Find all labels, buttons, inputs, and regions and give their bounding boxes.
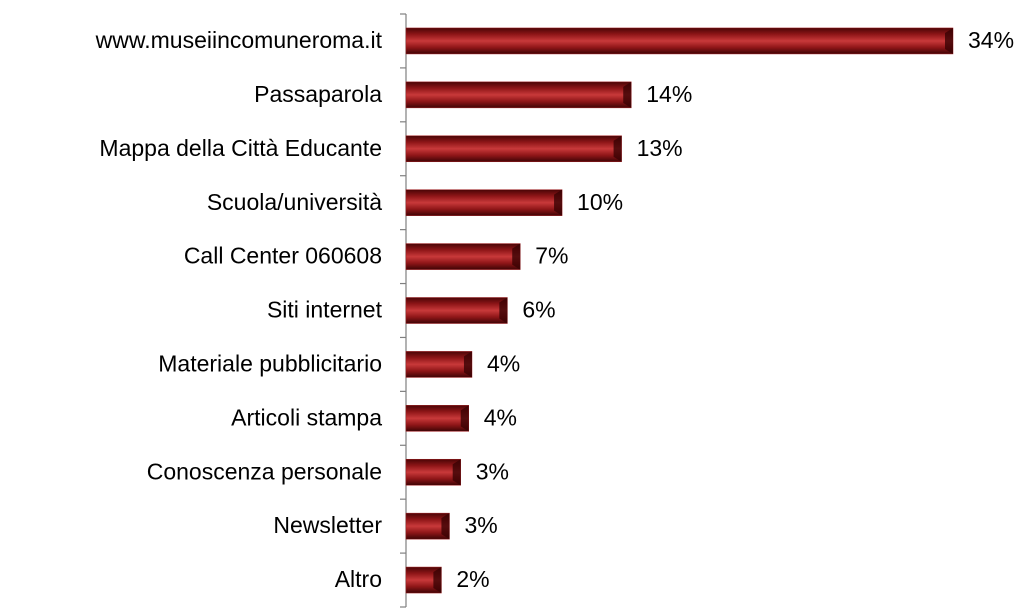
bar-bevel bbox=[623, 81, 632, 108]
data-label: 2% bbox=[456, 566, 489, 592]
category-label: Scuola/università bbox=[207, 189, 382, 215]
category-label: Mappa della Città Educante bbox=[99, 135, 382, 161]
data-label: 14% bbox=[646, 81, 692, 107]
category-label: www.museiincomuneroma.it bbox=[95, 27, 383, 53]
bar-bevel bbox=[433, 567, 442, 594]
bar-bevel bbox=[463, 351, 472, 378]
bar-bevel bbox=[441, 513, 450, 540]
category-label: Call Center 060608 bbox=[184, 243, 382, 269]
bar bbox=[405, 81, 632, 109]
bar bbox=[405, 135, 622, 163]
category-label: Passaparola bbox=[254, 81, 382, 107]
data-label: 3% bbox=[464, 512, 497, 538]
category-label: Materiale pubblicitario bbox=[158, 350, 382, 376]
bar-bevel bbox=[554, 189, 563, 216]
category-label: Conoscenza personale bbox=[147, 458, 382, 484]
bar-bevel bbox=[945, 27, 953, 54]
bar bbox=[405, 243, 521, 270]
bar-bevel bbox=[512, 243, 521, 270]
bar-bevel bbox=[460, 405, 469, 432]
data-label: 4% bbox=[487, 350, 520, 376]
bar bbox=[405, 458, 461, 486]
bar bbox=[405, 351, 473, 378]
category-label: Articoli stampa bbox=[231, 404, 382, 430]
data-label: 34% bbox=[968, 27, 1014, 53]
data-label: 10% bbox=[577, 189, 623, 215]
data-label: 4% bbox=[484, 404, 517, 430]
bar-bevel bbox=[452, 459, 461, 486]
data-label: 6% bbox=[522, 297, 555, 323]
data-label: 3% bbox=[476, 458, 509, 484]
category-label: Siti internet bbox=[267, 297, 383, 323]
bar bbox=[405, 297, 508, 324]
bar bbox=[405, 27, 954, 55]
bar bbox=[405, 189, 563, 216]
category-label: Altro bbox=[335, 566, 382, 592]
bar-bevel bbox=[613, 135, 622, 162]
category-label: Newsletter bbox=[273, 512, 382, 538]
bar bbox=[405, 405, 469, 432]
data-label: 13% bbox=[637, 135, 683, 161]
data-label: 7% bbox=[535, 243, 568, 269]
bar-bevel bbox=[499, 297, 508, 324]
